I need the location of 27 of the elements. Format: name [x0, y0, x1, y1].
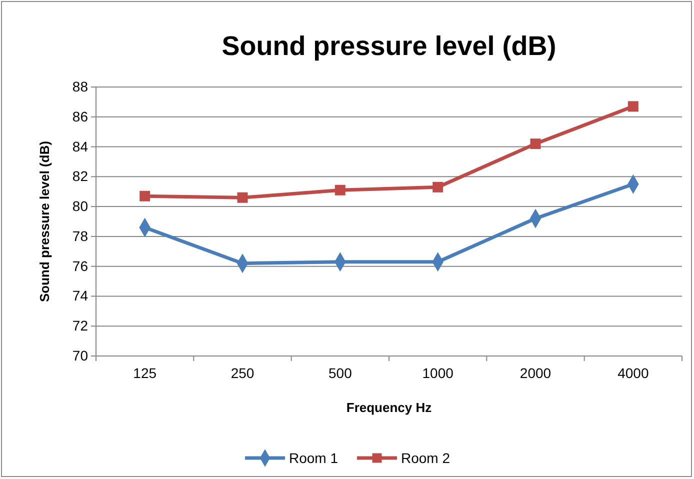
chart-title: Sound pressure level (dB): [222, 31, 556, 61]
point: [140, 190, 150, 202]
y-axis-title: Sound pressure level (dB): [37, 140, 52, 302]
point: [530, 138, 541, 150]
x-tick-label: 125: [133, 364, 157, 381]
legend-label: Room 1: [289, 450, 338, 466]
x-tick-label: 250: [230, 364, 254, 381]
point: [432, 182, 444, 192]
y-tick-label: 86: [72, 108, 88, 124]
y-tick-label: 80: [72, 198, 88, 214]
x-tick-label: 4000: [618, 364, 649, 381]
x-tick-label: 1000: [422, 364, 454, 381]
point: [334, 184, 346, 196]
y-tick-label: 88: [72, 78, 88, 94]
point: [237, 192, 248, 203]
x-tick-label: 500: [328, 364, 352, 381]
y-tick-label: 70: [72, 347, 88, 364]
x-axis-title: Frequency Hz: [346, 400, 432, 415]
y-tick-label: 78: [72, 228, 88, 244]
y-tick-label: 74: [72, 288, 88, 304]
point: [628, 101, 638, 112]
y-tick-label: 82: [72, 168, 88, 184]
y-tick-label: 72: [72, 318, 88, 334]
y-tick-label: 84: [72, 138, 88, 154]
legend-label: Room 2: [401, 450, 450, 466]
x-tick-label: 2000: [520, 364, 552, 381]
y-tick-label: 76: [72, 258, 88, 274]
